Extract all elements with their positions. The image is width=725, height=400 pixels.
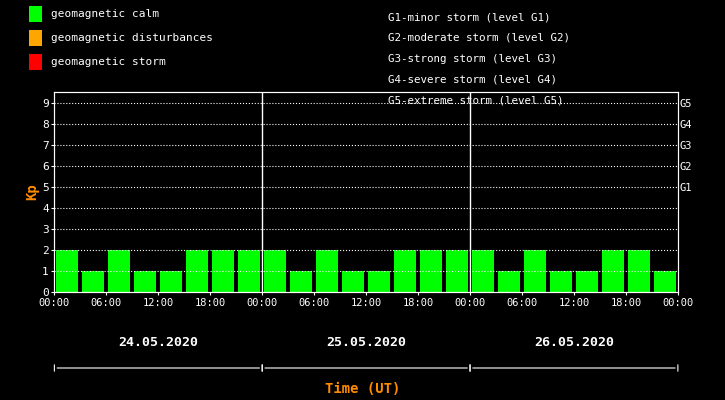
Bar [420,250,442,292]
Bar [264,250,286,292]
Text: G1-minor storm (level G1): G1-minor storm (level G1) [388,12,550,22]
Text: geomagnetic calm: geomagnetic calm [51,9,159,19]
Bar [57,250,78,292]
Text: 24.05.2020: 24.05.2020 [118,336,199,349]
Bar [602,250,624,292]
Bar [212,250,234,292]
Bar [446,250,468,292]
Text: 26.05.2020: 26.05.2020 [534,336,614,349]
Bar [550,271,572,292]
Text: 25.05.2020: 25.05.2020 [326,336,406,349]
Bar [524,250,546,292]
Text: G2-moderate storm (level G2): G2-moderate storm (level G2) [388,33,570,43]
Bar [472,250,494,292]
Bar [83,271,104,292]
Bar [316,250,338,292]
Text: G4-severe storm (level G4): G4-severe storm (level G4) [388,74,557,84]
Bar [394,250,416,292]
Bar [108,250,130,292]
Bar [160,271,182,292]
Text: G3-strong storm (level G3): G3-strong storm (level G3) [388,54,557,64]
Bar [368,271,390,292]
Bar [498,271,520,292]
Bar [654,271,676,292]
Bar [576,271,598,292]
Bar [239,250,260,292]
Bar [186,250,208,292]
Y-axis label: Kp: Kp [25,184,39,200]
Text: G5-extreme storm (level G5): G5-extreme storm (level G5) [388,95,563,105]
Text: Time (UT): Time (UT) [325,382,400,396]
Bar [342,271,364,292]
Text: geomagnetic disturbances: geomagnetic disturbances [51,33,212,43]
Bar [628,250,650,292]
Text: geomagnetic storm: geomagnetic storm [51,57,165,67]
Bar [134,271,157,292]
Bar [290,271,312,292]
